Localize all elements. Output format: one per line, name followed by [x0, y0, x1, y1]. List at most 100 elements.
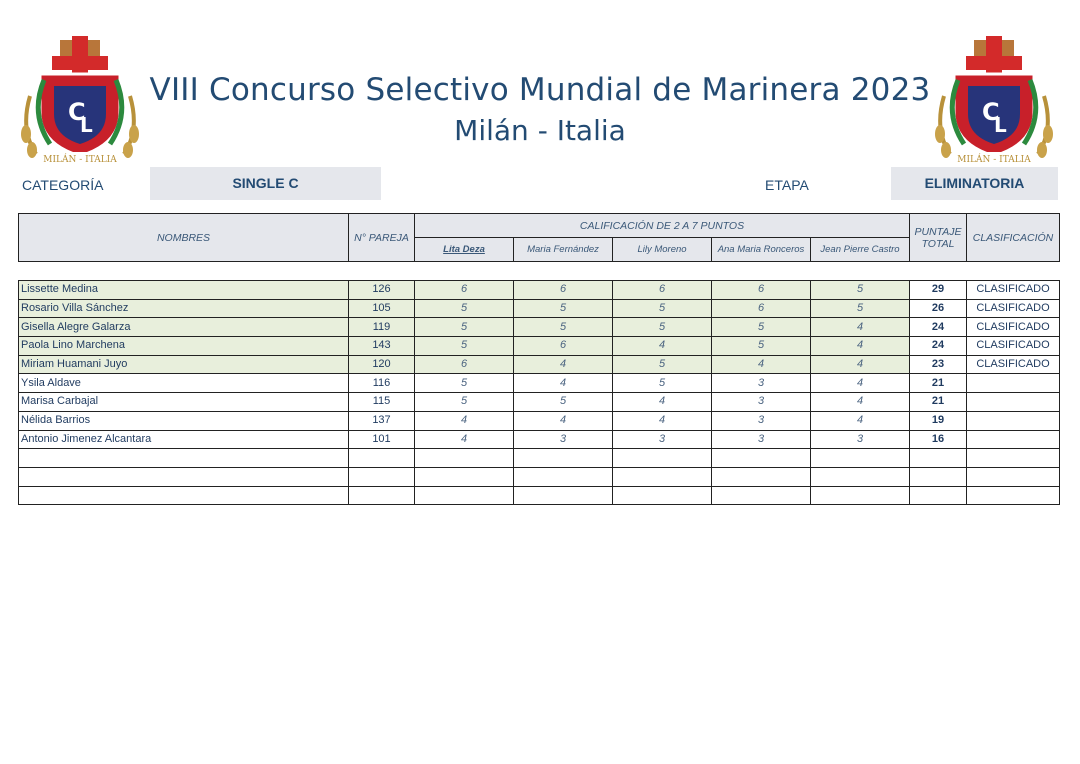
judge-score: 4	[810, 336, 910, 356]
judge-score: 4	[612, 336, 712, 356]
col-header-pair: N° PAREJA	[348, 213, 415, 262]
table-row	[18, 448, 1060, 468]
pair-number	[348, 448, 415, 468]
contestant-name: Antonio Jimenez Alcantara	[18, 429, 349, 450]
judge-score: 3	[612, 429, 712, 450]
judge-score: 5	[513, 392, 613, 412]
contestant-name: Nélida Barrios	[18, 410, 349, 431]
total-score	[909, 466, 967, 487]
judge-score	[711, 485, 811, 506]
svg-text:MILÁN - ITALIA: MILÁN - ITALIA	[43, 153, 117, 165]
judge-score	[711, 466, 811, 487]
judge-score: 5	[612, 373, 712, 394]
judge-score	[513, 485, 613, 506]
judge-score: 3	[711, 392, 811, 412]
table-row: Marisa Carbajal 115 5 5 4 3 4 21	[18, 392, 1060, 412]
table-row: Nélida Barrios 137 4 4 4 3 4 19	[18, 410, 1060, 431]
laurel-wreath-icon	[935, 95, 1053, 158]
classification-status: CLASIFICADO	[966, 280, 1060, 300]
total-score: 21	[909, 373, 967, 394]
contestant-name	[18, 466, 349, 487]
judge-score: 4	[810, 354, 910, 375]
logo-right: C L MILÁN - ITALIA	[930, 34, 1058, 168]
judge-header: Maria Fernández	[513, 237, 613, 262]
judge-score	[612, 466, 712, 487]
judge-score: 6	[513, 336, 613, 356]
judge-header: Lita Deza	[414, 237, 514, 262]
classification-status	[966, 410, 1060, 431]
contestant-name: Rosario Villa Sánchez	[18, 298, 349, 319]
svg-text:C: C	[68, 98, 86, 126]
category-value: SINGLE C	[150, 167, 381, 200]
col-header-classification: CLASIFICACIÓN	[966, 213, 1060, 262]
judge-score: 4	[612, 410, 712, 431]
logo-left: C L MILÁN - ITALIA	[16, 34, 144, 168]
judge-score: 5	[414, 298, 514, 319]
judge-score: 4	[711, 354, 811, 375]
classification-status	[966, 392, 1060, 412]
total-score: 16	[909, 429, 967, 450]
judge-score: 5	[612, 298, 712, 319]
judge-score: 5	[711, 336, 811, 356]
pair-number: 120	[348, 354, 415, 375]
judge-score	[810, 485, 910, 506]
contestant-name	[18, 448, 349, 468]
total-score: 24	[909, 336, 967, 356]
total-score: 24	[909, 317, 967, 338]
pair-number: 143	[348, 336, 415, 356]
classification-status	[966, 373, 1060, 394]
svg-text:L: L	[80, 113, 93, 137]
stage-value: ELIMINATORIA	[891, 167, 1058, 200]
judge-score: 5	[810, 280, 910, 300]
svg-text:MILÁN - ITALIA: MILÁN - ITALIA	[957, 153, 1031, 165]
judge-score	[414, 448, 514, 468]
total-score: 19	[909, 410, 967, 431]
table-row: Ysila Aldave 116 5 4 5 3 4 21	[18, 373, 1060, 394]
contestant-name: Ysila Aldave	[18, 373, 349, 394]
judge-score	[414, 466, 514, 487]
contestant-name: Marisa Carbajal	[18, 392, 349, 412]
judge-score	[513, 448, 613, 468]
judge-score: 4	[414, 429, 514, 450]
judge-score: 3	[810, 429, 910, 450]
results-table-header: NOMBRES N° PAREJA CALIFICACIÓN DE 2 A 7 …	[18, 213, 1060, 262]
pair-number	[348, 485, 415, 506]
classification-status: CLASIFICADO	[966, 354, 1060, 375]
judge-header: Lily Moreno	[612, 237, 712, 262]
classification-status: CLASIFICADO	[966, 298, 1060, 319]
pair-number: 137	[348, 410, 415, 431]
svg-text:L: L	[994, 113, 1007, 137]
pair-number	[348, 466, 415, 487]
judge-score	[612, 485, 712, 506]
judge-score: 4	[810, 392, 910, 412]
total-score: 23	[909, 354, 967, 375]
judge-score: 4	[810, 410, 910, 431]
contestant-name	[18, 485, 349, 506]
judge-score: 3	[513, 429, 613, 450]
judge-score: 5	[513, 298, 613, 319]
contestant-name: Paola Lino Marchena	[18, 336, 349, 356]
pair-number: 116	[348, 373, 415, 394]
judge-score	[810, 466, 910, 487]
judge-score: 5	[414, 317, 514, 338]
judge-score	[711, 448, 811, 468]
judge-score: 6	[711, 298, 811, 319]
judge-score	[612, 448, 712, 468]
page-title: VIII Concurso Selectivo Mundial de Marin…	[149, 72, 931, 108]
category-label: CATEGORÍA	[22, 177, 104, 193]
judge-score: 6	[414, 354, 514, 375]
col-header-total: PUNTAJE TOTAL	[909, 213, 967, 262]
page-subtitle: Milán - Italia	[454, 114, 626, 147]
pair-number: 115	[348, 392, 415, 412]
judge-score: 5	[414, 373, 514, 394]
table-row: Lissette Medina 126 6 6 6 6 5 29 CLASIFICADO	[18, 280, 1060, 300]
classification-status	[966, 466, 1060, 487]
judge-score: 5	[612, 317, 712, 338]
judge-score: 6	[513, 280, 613, 300]
table-row: Paola Lino Marchena 143 5 6 4 5 4 24 CLASIFICADO	[18, 336, 1060, 356]
judge-score: 5	[414, 336, 514, 356]
judge-score	[810, 448, 910, 468]
judge-score: 3	[711, 373, 811, 394]
col-header-scores: CALIFICACIÓN DE 2 A 7 PUNTOS	[414, 213, 910, 238]
classification-status: CLASIFICADO	[966, 336, 1060, 356]
